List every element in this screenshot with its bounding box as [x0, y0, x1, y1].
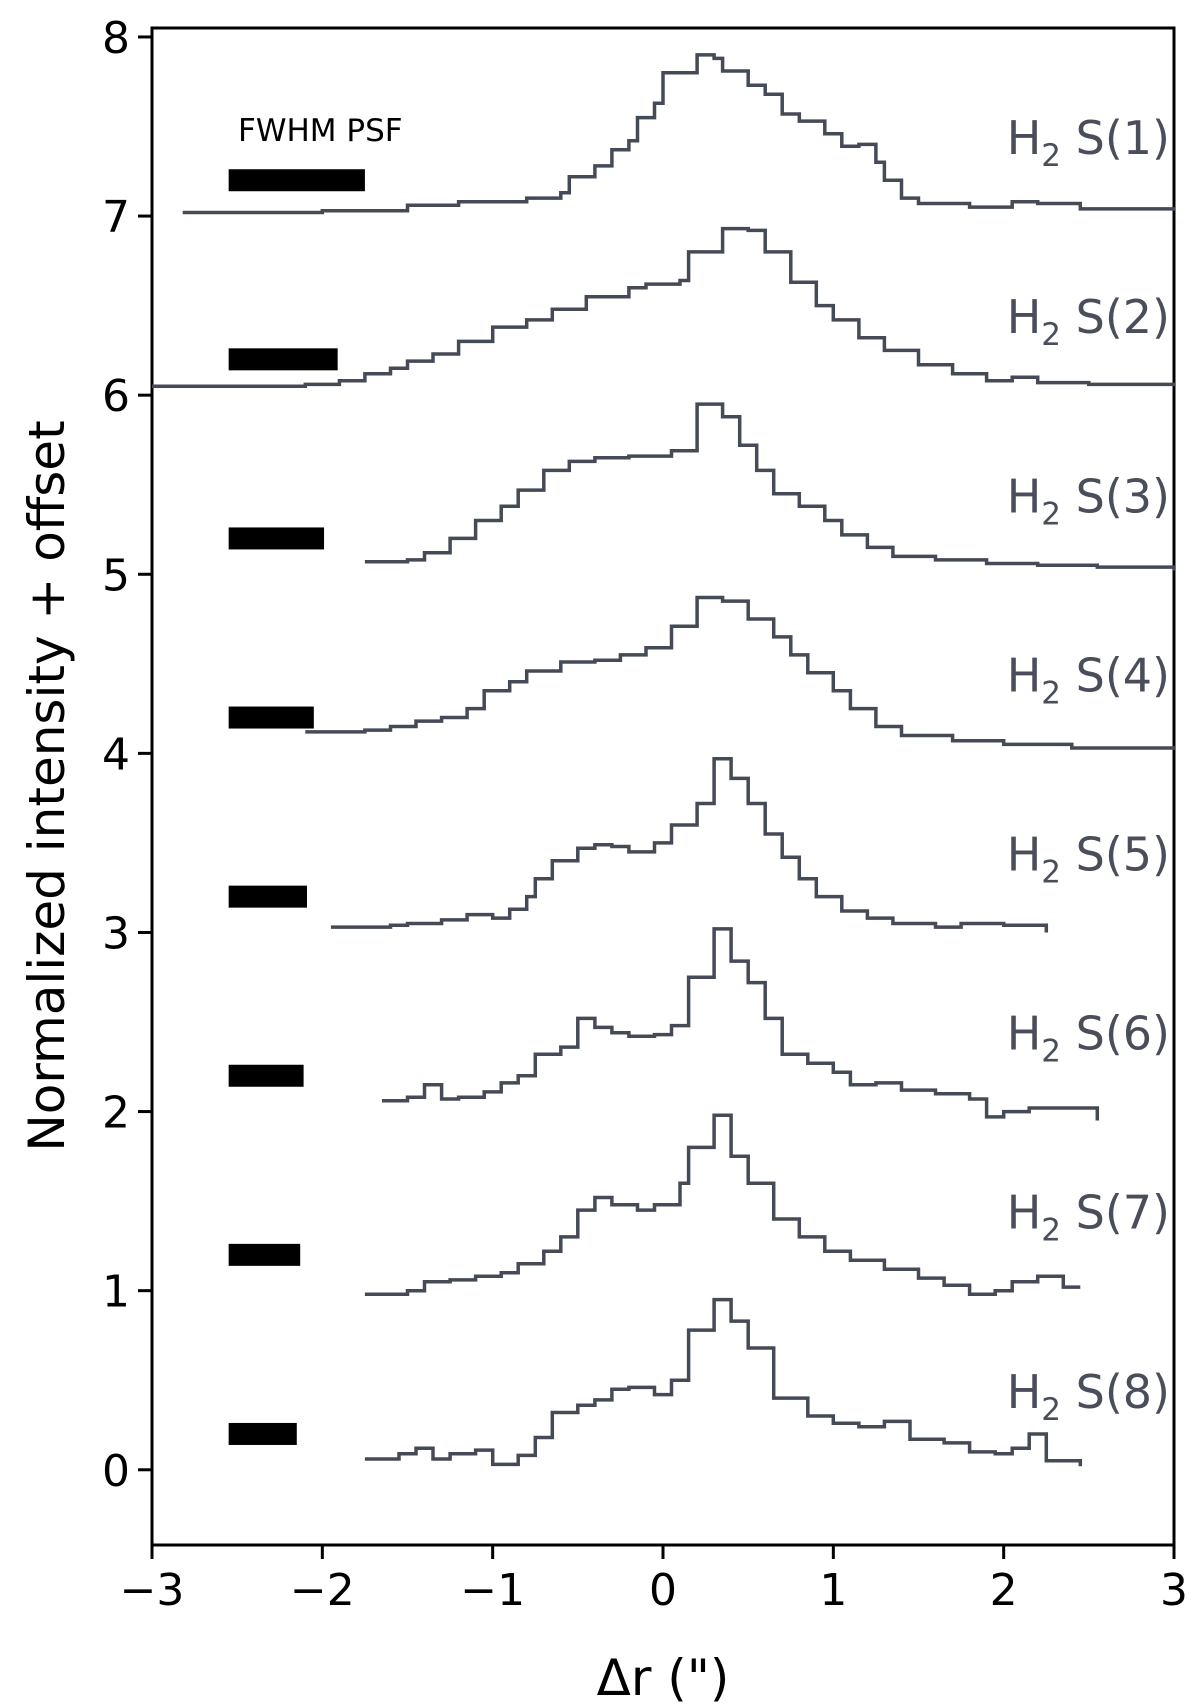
psf-label: FWHM PSF — [238, 113, 403, 149]
series-label-3: H2 S(3) — [1007, 469, 1170, 532]
x-axis: −3 −2 −1 0 1 2 3 — [120, 1545, 1188, 1616]
x-tick-label: −3 — [120, 1565, 185, 1616]
series-label-2: H2 S(2) — [1007, 290, 1170, 353]
x-tick-label: 1 — [819, 1565, 847, 1616]
psf-bar-1 — [228, 169, 365, 192]
psf-bars — [228, 169, 365, 1445]
y-tick-label: 7 — [102, 192, 130, 243]
series-line-3 — [364, 402, 1176, 571]
psf-bar-5 — [228, 885, 308, 908]
y-tick-label: 8 — [102, 13, 130, 64]
psf-bar-8 — [228, 1422, 297, 1445]
x-tick-label: 2 — [990, 1565, 1018, 1616]
series-line-2 — [152, 226, 1176, 388]
series-line-8 — [364, 1297, 1083, 1467]
x-tick-label: 0 — [649, 1565, 677, 1616]
psf-bar-2 — [228, 348, 338, 371]
y-tick-label: 5 — [102, 550, 130, 601]
y-tick-label: 3 — [102, 908, 130, 959]
y-tick-label: 0 — [102, 1446, 130, 1497]
y-tick-label: 4 — [102, 729, 130, 780]
psf-bar-6 — [228, 1064, 304, 1087]
x-tick-label: −2 — [290, 1565, 355, 1616]
x-axis-label: Δr (") — [597, 1649, 730, 1707]
series-line-5 — [330, 756, 1049, 933]
series-label-7: H2 S(7) — [1007, 1186, 1170, 1249]
x-tick-label: 3 — [1160, 1565, 1188, 1616]
series-label-4: H2 S(4) — [1007, 648, 1170, 711]
series-label-1: H2 S(1) — [1007, 111, 1170, 174]
y-tick-label: 2 — [102, 1088, 130, 1139]
x-tick-label: −1 — [460, 1565, 525, 1616]
series-line-6 — [382, 927, 1100, 1121]
plot-frame — [150, 26, 1176, 1547]
psf-bar-7 — [228, 1243, 301, 1266]
series-label-6: H2 S(6) — [1007, 1007, 1170, 1070]
y-tick-label: 6 — [102, 371, 130, 422]
psf-bar-3 — [228, 527, 325, 550]
series-line-1 — [182, 53, 1176, 215]
y-axis: 0 1 2 3 4 5 6 7 8 — [102, 13, 152, 1497]
series-line-4 — [305, 595, 1176, 750]
y-axis-label: Normalized intensity + offset — [18, 420, 76, 1151]
psf-bar-4 — [228, 706, 314, 729]
series-label-8: H2 S(8) — [1007, 1365, 1170, 1428]
series-layer: H2 S(1) H2 S(2) H2 S(3) H2 S(4) H2 S(5) H2 S(… — [152, 53, 1176, 1467]
series-label-5: H2 S(5) — [1007, 827, 1170, 890]
series-line-7 — [364, 1113, 1081, 1297]
y-tick-label: 1 — [102, 1267, 130, 1318]
